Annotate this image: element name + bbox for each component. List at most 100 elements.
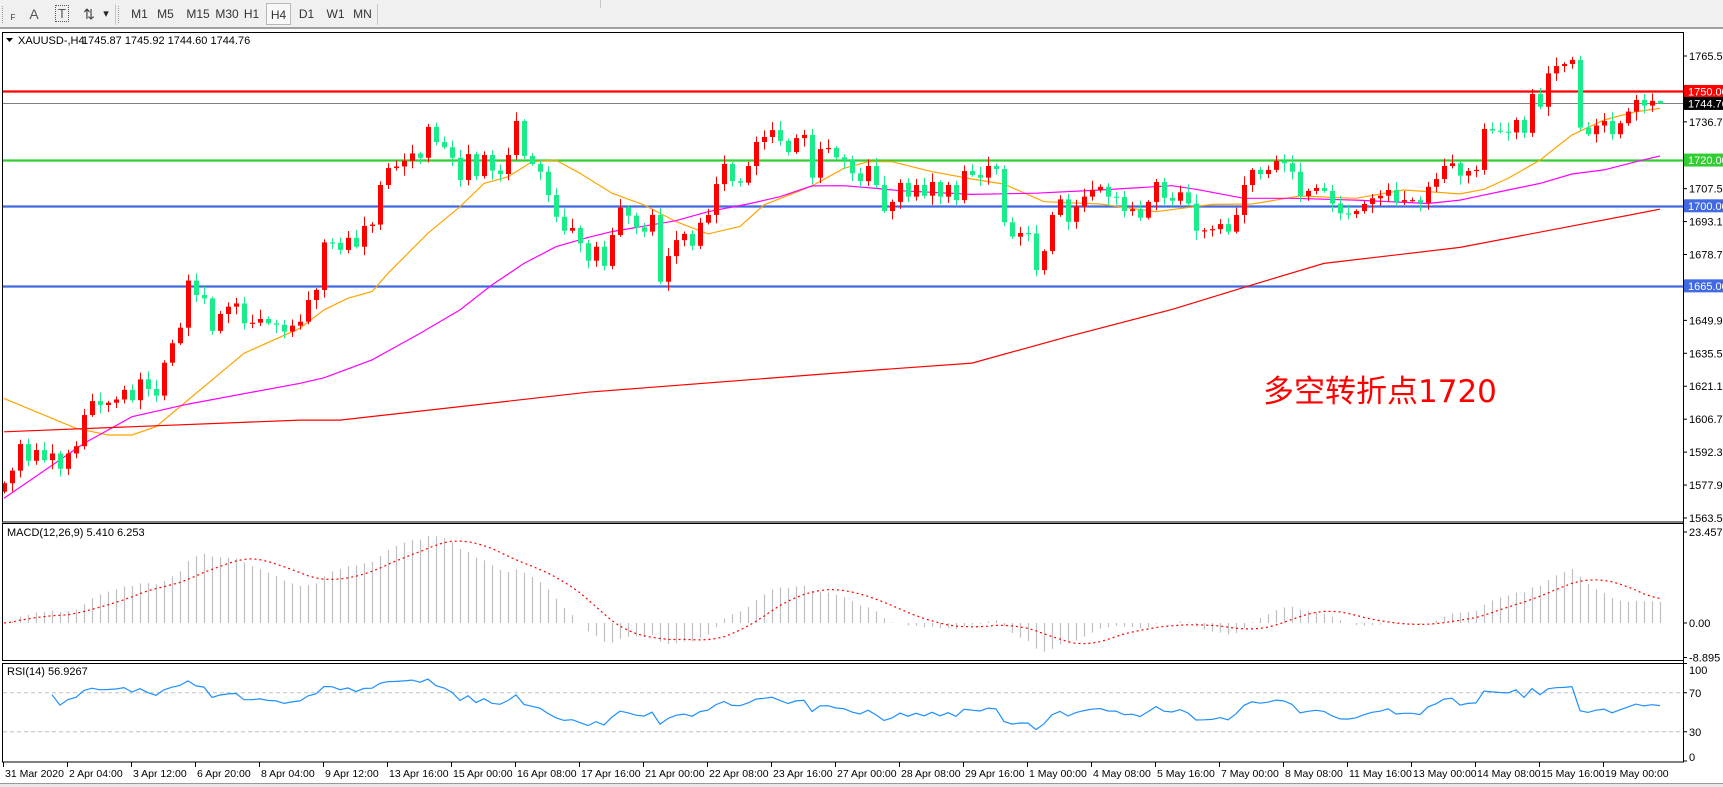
time-tick-label: 6 Apr 20:00 [197,768,251,780]
candle[interactable] [522,119,527,159]
candle-body [962,171,967,200]
candle-body [1282,161,1287,163]
candle-body [1386,190,1391,196]
candle-body [522,121,527,156]
candle-body [1610,121,1615,134]
candle-body [1050,215,1055,251]
candle-body [890,202,895,211]
time-tick-label: 8 Apr 04:00 [261,768,315,780]
candle-body [1634,100,1639,112]
candle[interactable] [474,152,479,180]
time-tick-label: 11 May 16:00 [1349,768,1412,780]
candle[interactable] [658,208,663,284]
candle[interactable] [810,129,815,185]
candle[interactable] [162,360,167,400]
candle-body [906,183,911,197]
symbol-label: XAUUSD-,H4 [18,35,85,47]
candle[interactable] [1658,101,1663,104]
candle-body [1034,233,1039,270]
candle-body [738,181,743,183]
candle[interactable] [218,311,223,334]
candle-body [1378,196,1383,199]
candle[interactable] [322,239,327,297]
candle-body [354,238,359,247]
candle-body [1266,170,1271,174]
candle-body [50,453,55,460]
candle[interactable] [962,166,967,204]
candle-body [1018,233,1023,237]
candle-body [186,281,191,328]
candle-body [802,135,807,138]
time-tick-label: 31 Mar 2020 [5,768,64,780]
candle-body [1002,169,1007,222]
time-tick-label: 8 May 08:00 [1285,768,1343,780]
candle-body [866,166,871,181]
candle-body [338,243,343,250]
candle[interactable] [426,124,431,163]
candle-body [1042,251,1047,270]
candle-body [706,215,711,223]
candle[interactable] [210,297,215,335]
time-tick-label: 15 Apr 00:00 [453,768,513,780]
candle-body [282,325,287,332]
candle-body [154,389,159,396]
candle-body [874,166,879,185]
candle[interactable] [482,151,487,178]
candle-body [1314,188,1319,191]
candle[interactable] [186,274,191,336]
annotation-text[interactable]: 多空转折点1720 [1263,374,1497,410]
candle-body [1074,206,1079,221]
price-tick-label: 1592.30 [1689,447,1723,459]
candle-body [714,184,719,215]
candle-body [626,208,631,216]
macd-tick-label: 23.457 [1689,527,1723,539]
time-tick-label: 15 May 16:00 [1541,768,1605,780]
chart-header: XAUUSD-,H4 1745.87 1745.92 1744.60 1744.… [6,35,250,47]
candle-body [794,138,799,152]
candle-body [834,148,839,157]
candle-body [1602,121,1607,126]
time-tick-label: 5 May 16:00 [1157,768,1215,780]
candle-body [1354,211,1359,214]
candle-body [602,247,607,266]
rsi-tick-label: 30 [1689,727,1701,739]
candle[interactable] [1530,89,1535,137]
price-tick-label: 1678.70 [1689,250,1723,262]
candle-body [682,234,687,240]
candle[interactable] [1050,212,1055,254]
candle-body [1578,60,1583,128]
candle-body [90,401,95,415]
candle-body [210,298,215,330]
candle-body [1066,199,1071,221]
price-tick-label: 1707.50 [1689,184,1723,196]
candle[interactable] [1002,165,1007,226]
price-tick-label: 1736.70 [1689,117,1723,129]
candle-body [1546,73,1551,106]
candle-body [1394,190,1399,202]
candle-body [362,226,367,247]
candle-body [722,164,727,184]
price-tick-label: 1693.10 [1689,217,1723,229]
candle[interactable] [1482,123,1487,174]
candle[interactable] [170,340,175,366]
candle-body [1330,191,1335,204]
candle-body [610,235,615,266]
candle-body [1082,197,1087,207]
candle[interactable] [378,181,383,230]
candle[interactable] [1578,56,1583,131]
time-tick-label: 14 May 08:00 [1477,768,1541,780]
candle-body [762,137,767,142]
candle-body [914,185,919,197]
ohlc-values: 1745.87 1745.92 1744.60 1744.76 [82,35,250,47]
candle-body [370,225,375,226]
time-tick-label: 3 Apr 12:00 [133,768,187,780]
candle-body [1114,197,1119,198]
candle-body [1594,126,1599,135]
candle-body [618,208,623,235]
chart-tabs-bar[interactable] [0,783,1723,787]
candle-body [770,130,775,137]
candle[interactable] [1146,200,1151,219]
candle-body [1586,128,1591,135]
candle-body [1498,131,1503,132]
